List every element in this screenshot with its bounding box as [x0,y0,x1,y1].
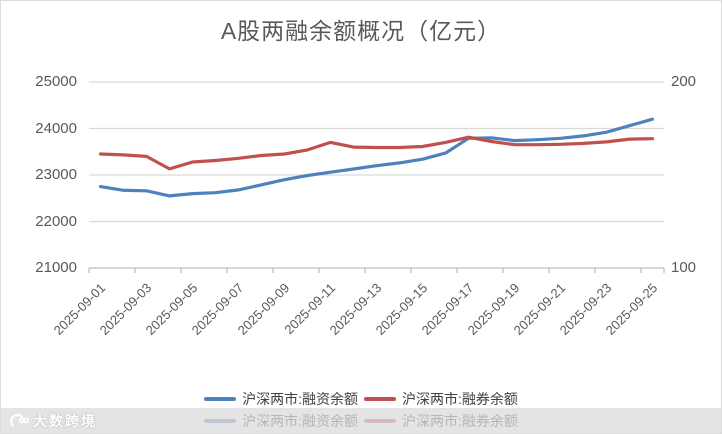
y-axis-right-tick-label: 100 [671,259,697,276]
legend-line-securities-icon [364,397,396,401]
y-axis-tick-label: 23000 [35,166,77,183]
y-axis-tick-label: 22000 [35,212,77,230]
legend-label-securities-ghost: 沪深两市:融券余额 [402,413,518,429]
y-axis-tick-label: 21000 [35,259,77,276]
legend-label-securities: 沪深两市:融券余额 [402,391,518,407]
legend: 沪深两市:融资余额 沪深两市:融券余额 [1,389,721,409]
watermark-bar: 沪深两市:融资余额 沪深两市:融券余额 大数跨境 [1,408,721,433]
y-axis-right-tick-label: 200 [671,73,697,90]
watermark-text: 大数跨境 [33,413,97,429]
y-axis-tick-label: 25000 [35,73,77,90]
legend-label-financing: 沪深两市:融资余额 [242,391,358,407]
legend-reflection: 沪深两市:融资余额 沪深两市:融券余额 [1,411,721,431]
chart-title: A股两融余额概况（亿元） [220,18,502,44]
securities-lending-line [98,135,655,171]
legend-label-financing-ghost: 沪深两市:融资余额 [242,413,358,429]
legend-line-securities-ghost-icon [364,419,396,423]
watermark-logo-icon [10,414,29,427]
watermark-brand: 大数跨境 [9,411,97,431]
financing-balance-line [98,117,655,198]
legend-line-financing-icon [204,397,237,401]
y-axis-tick-label: 24000 [35,119,77,137]
legend-line-financing-ghost-icon [204,419,237,423]
